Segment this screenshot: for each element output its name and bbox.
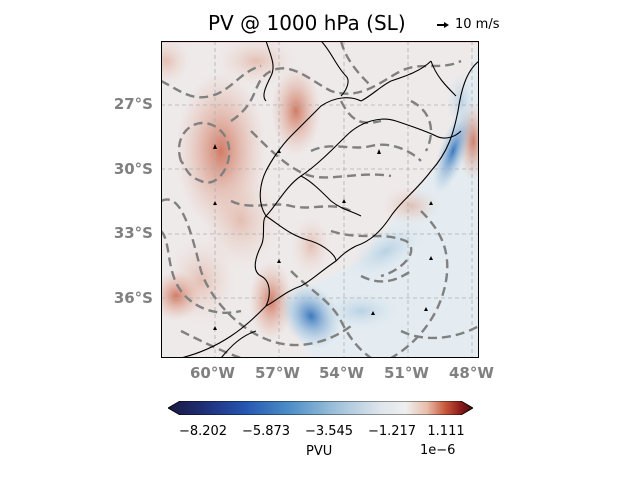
pv-negative-area (446, 71, 476, 131)
colorbar-tick-label: −8.202 (178, 424, 228, 439)
quiver-key-label: 10 m/s (455, 17, 500, 32)
pressure-contours (161, 41, 479, 358)
wind-arrow (429, 256, 433, 260)
wind-arrow (277, 259, 281, 263)
wind-vectors (213, 144, 433, 330)
lat-tick-label: 36°S (113, 289, 153, 307)
wind-arrow (213, 144, 217, 149)
title-rest: @ 1000 hPa (SL) (233, 11, 406, 35)
colorbar-label: PVU (306, 444, 333, 459)
pv-positive-area (161, 271, 201, 321)
colorbar-tick-label: −1.217 (367, 424, 417, 439)
quiver-arrow-icon (437, 21, 449, 28)
map-title: PV @ 1000 hPa (SL) (208, 11, 406, 35)
quiver-key: 10 m/s (437, 17, 500, 32)
ocean-tone (281, 41, 479, 358)
pv-field (161, 41, 479, 358)
wind-arrow (342, 199, 346, 203)
wind-arrow (213, 326, 217, 330)
wind-arrow (277, 149, 281, 153)
title-pv: PV (208, 11, 234, 35)
pv-positive-area (291, 216, 331, 276)
wind-arrow (424, 307, 428, 311)
pv-positive-area (216, 41, 296, 86)
colorbar-tick-label: −5.873 (241, 424, 291, 439)
pv-negative-area (345, 221, 427, 281)
lat-tick-label: 30°S (113, 160, 153, 178)
wind-arrow (213, 201, 217, 205)
pv-negative-area (280, 283, 342, 349)
colorbar-gradient (168, 401, 473, 415)
lon-tick-label: 54°W (319, 364, 364, 382)
lon-tick-label: 48°W (449, 364, 494, 382)
coastlines-and-borders (180, 41, 479, 358)
wind-arrow (371, 311, 375, 315)
lon-tick-label: 57°W (255, 364, 300, 382)
lon-tick-label: 51°W (384, 364, 429, 382)
colorbar-tick-label: 1.111 (427, 424, 465, 439)
map-frame-border (161, 41, 479, 358)
pv-positive-area (381, 186, 441, 226)
map-panel (161, 41, 479, 358)
lat-tick-label: 27°S (113, 95, 153, 113)
pv-positive-area (249, 261, 293, 341)
lon-tick-label: 60°W (190, 364, 235, 382)
pv-positive-area (271, 66, 321, 156)
wind-arrow (429, 201, 433, 205)
lat-tick-label: 33°S (113, 224, 153, 242)
colorbar (168, 401, 473, 415)
pv-negative-area (321, 291, 401, 331)
wind-arrow (377, 149, 381, 154)
pv-positive-area (161, 41, 191, 86)
colorbar-offset-text: 1e−6 (420, 443, 456, 458)
colorbar-tick-label: −3.545 (304, 424, 354, 439)
